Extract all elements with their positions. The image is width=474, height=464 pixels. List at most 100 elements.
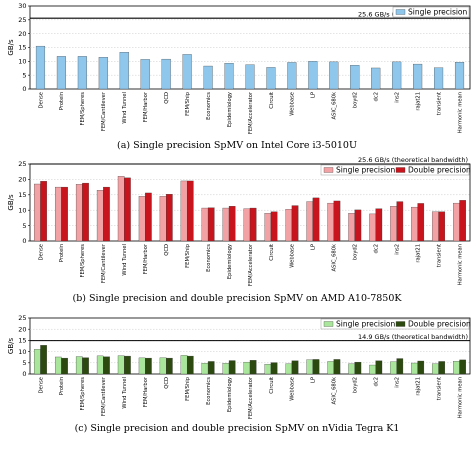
x-tick-label: rajat21 [415, 244, 421, 263]
bar [285, 209, 293, 242]
legend-box [320, 318, 470, 330]
bar [203, 65, 213, 90]
bar [438, 211, 446, 242]
bar [333, 359, 341, 375]
bar [350, 65, 360, 90]
bar [82, 182, 89, 242]
x-tick-label: Wind Tunnel [122, 92, 128, 124]
legend-label: Double precision [408, 166, 471, 175]
bar [333, 200, 341, 242]
y-tick-label: 5 [22, 71, 26, 79]
bar [201, 363, 209, 375]
bar [371, 67, 381, 90]
x-tick-label: FEM/Cantilever [101, 243, 107, 283]
bar [77, 56, 87, 90]
bar [411, 362, 418, 375]
x-tick-label: transient [436, 92, 442, 115]
legend-swatch [323, 321, 334, 327]
chart-panel-2: 0 5 10 15 20 25 GB/s Dense Protein FEM/Spheres FEM… [7, 156, 471, 304]
bar [207, 207, 215, 242]
bar [75, 184, 83, 242]
x-tick-label: Harmonic mean [457, 244, 463, 285]
bar [161, 58, 171, 90]
x-tick-label: ins2 [394, 92, 400, 103]
bar [222, 363, 230, 375]
bar [56, 56, 66, 90]
bar [327, 361, 334, 375]
bar [291, 205, 299, 242]
bar [329, 61, 339, 90]
y-tick-label: 25 [18, 314, 26, 322]
x-tick-label: Epidemiology [227, 244, 233, 279]
x-tick-label: Economics [206, 92, 212, 120]
bar [417, 360, 425, 375]
x-tick-label: ASIC_680k [332, 377, 338, 405]
legend-box [320, 164, 470, 176]
bar [180, 180, 188, 242]
bar [396, 201, 404, 242]
x-tick-label: FEM/Harbor [143, 91, 149, 122]
x-tick-label: QCD [164, 377, 170, 389]
y-tick-label: 25 [18, 160, 26, 168]
bar [392, 61, 402, 90]
y-axis-label: GB/s [7, 39, 15, 56]
x-tick-label: transient [436, 377, 442, 400]
bar [34, 183, 41, 242]
y-tick-label: 15 [18, 44, 26, 52]
y-tick-label: 20 [18, 176, 26, 184]
bar [454, 62, 465, 90]
bar [54, 186, 62, 242]
legend-label: Single precision [408, 8, 468, 17]
x-tick-label: QCD [164, 92, 170, 104]
x-tick-label: FEM/Accelerator [248, 91, 254, 134]
bar [249, 207, 257, 242]
x-tick-label: Circuit [269, 92, 275, 109]
bar [432, 363, 439, 375]
bar [270, 211, 278, 242]
bar [54, 356, 62, 375]
bar [270, 362, 278, 375]
y-axis-label: GB/s [7, 194, 15, 211]
x-tick-label: Webbase [290, 92, 296, 116]
x-tick-label: FEM/Spheres [80, 377, 86, 411]
x-tick-label: FEM/Ship [185, 91, 191, 116]
bar [413, 63, 423, 90]
bar [243, 361, 251, 375]
legend-swatch [395, 321, 406, 327]
x-tick-label: Epidemiology [227, 92, 233, 127]
reference-label: 14.9 GB/s (theoretical bandwidth) [358, 333, 468, 341]
panel-caption: (b) Single precision and double precisio… [73, 293, 403, 304]
bar [266, 67, 276, 90]
bar [369, 364, 376, 375]
x-tick-label: boyd2 [353, 92, 359, 108]
bar [145, 357, 152, 375]
bar [390, 361, 397, 375]
x-tick-label: FEM/Harbor [143, 243, 149, 274]
x-tick-label: Wind Tunnel [122, 244, 128, 276]
y-tick-label: 5 [22, 359, 26, 367]
y-tick-label: 0 [22, 237, 26, 245]
bar [40, 181, 47, 242]
x-tick-label: FEM/Spheres [80, 244, 86, 278]
bar [61, 357, 68, 375]
x-tick-label: LP [311, 244, 317, 250]
x-tick-label: Webbase [290, 244, 296, 268]
y-tick-label: 5 [22, 222, 26, 230]
x-tick-label: FEM/Cantilever [101, 376, 107, 416]
bar [166, 194, 173, 242]
bar [117, 355, 125, 375]
bar [180, 355, 188, 375]
bar [61, 186, 68, 242]
bar [186, 355, 194, 375]
bar [96, 190, 104, 242]
x-tick-label: LP [311, 377, 317, 383]
bar [243, 208, 251, 242]
reference-label: 25.6 GB/s (theoretical bandwidth) [358, 156, 468, 164]
bar [82, 357, 89, 375]
bar [327, 202, 334, 242]
bar [308, 61, 318, 90]
x-tick-label: Webbase [290, 377, 296, 401]
x-tick-label: FEM/Harbor [143, 376, 149, 407]
bar [245, 64, 255, 90]
bar [348, 363, 355, 375]
